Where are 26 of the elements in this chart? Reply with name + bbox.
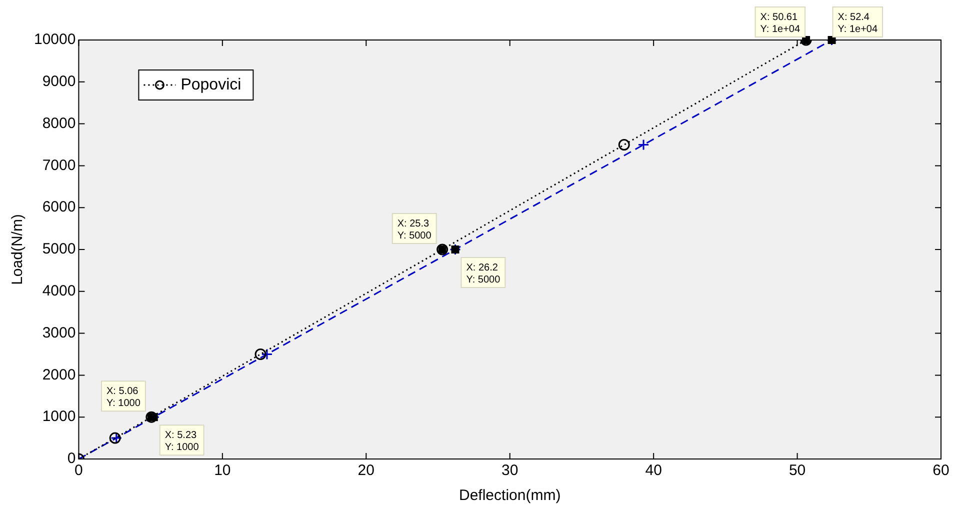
y-axis-title: Load(N/m) bbox=[9, 214, 26, 285]
y-tick-label: 5000 bbox=[42, 240, 76, 258]
x-tick-label: 60 bbox=[932, 462, 950, 480]
y-tick-label: 6000 bbox=[42, 198, 76, 216]
x-tick-label: 50 bbox=[788, 462, 806, 480]
annotation: X: 25.3 Y: 5000 bbox=[397, 218, 432, 242]
y-tick-label: 2000 bbox=[42, 366, 76, 384]
y-tick-label: 3000 bbox=[42, 324, 76, 342]
annotation: X: 26.2 Y: 5000 bbox=[466, 262, 501, 286]
y-tick-label: 9000 bbox=[42, 73, 76, 90]
y-tick-label: 7000 bbox=[42, 156, 76, 174]
x-tick-label: 30 bbox=[502, 462, 518, 480]
annotation: X: 50.61 Y: 1e+04 bbox=[760, 12, 800, 35]
annotation: X: 5.23 Y: 1000 bbox=[164, 430, 200, 454]
y-tick-label: 10000 bbox=[34, 31, 76, 48]
y-tick-label: 1000 bbox=[42, 408, 76, 426]
x-axis-title: Deflection(mm) bbox=[459, 487, 561, 504]
y-tick-label: 8000 bbox=[42, 114, 76, 132]
y-tick-label: 0 bbox=[67, 450, 76, 468]
annotation: X: 52.4 Y: 1e+04 bbox=[838, 12, 878, 35]
legend-label: Popovici bbox=[180, 76, 242, 94]
y-tick-label: 4000 bbox=[42, 282, 76, 300]
x-tick-label: 20 bbox=[358, 462, 374, 480]
x-tick-label: 10 bbox=[214, 462, 231, 480]
x-tick-label: 40 bbox=[645, 462, 662, 480]
annotation: X: 5.06 Y: 1000 bbox=[106, 386, 141, 410]
